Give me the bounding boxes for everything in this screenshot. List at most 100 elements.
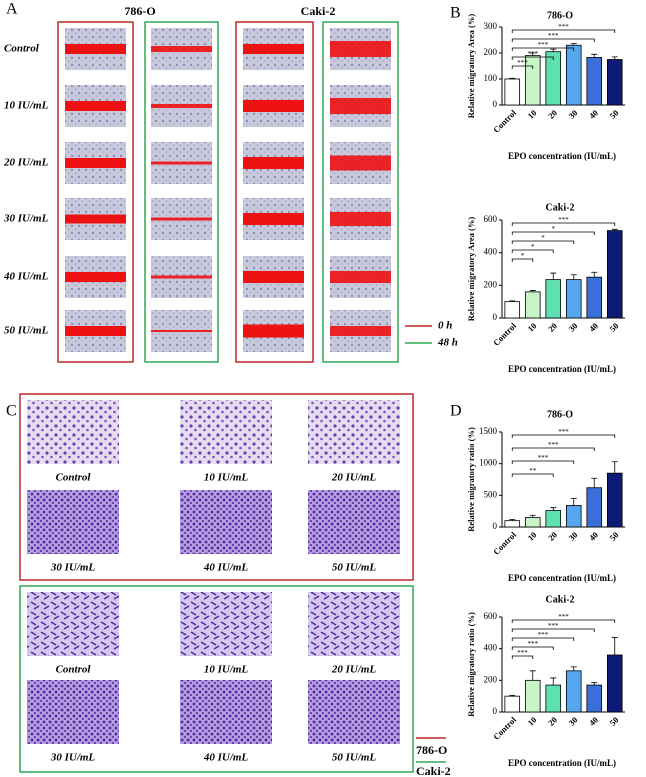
row-label: 40 IU/mL xyxy=(3,271,49,283)
wound-area xyxy=(330,41,391,57)
chart-title: 786-O xyxy=(547,10,573,21)
significance-label: *** xyxy=(517,649,528,657)
panel-label: A xyxy=(6,1,18,18)
group-box xyxy=(144,21,219,363)
significance-label: *** xyxy=(538,454,549,462)
micrograph xyxy=(180,490,272,554)
y-tick-label: 300 xyxy=(484,21,498,31)
x-tick-label: 20 xyxy=(546,321,559,334)
wound-area xyxy=(65,214,126,224)
group-box xyxy=(57,21,134,363)
image-label: 20 IU/mL xyxy=(331,664,377,676)
significance-label: * xyxy=(541,234,545,242)
bar xyxy=(586,684,603,713)
x-tick-label: 10 xyxy=(525,530,538,543)
row-label: 30 IU/mL xyxy=(3,213,49,225)
panel-label: D xyxy=(450,403,462,420)
error-bar xyxy=(529,514,536,518)
y-tick-label: 1000 xyxy=(479,458,498,468)
panel-label: C xyxy=(6,403,17,420)
y-tick-label: 0 xyxy=(493,312,498,322)
row-label: 50 IU/mL xyxy=(4,325,49,337)
x-tick-label: 20 xyxy=(546,715,559,728)
wound-area xyxy=(330,212,391,226)
group-box xyxy=(19,585,414,773)
wound-area xyxy=(151,161,212,165)
x-tick-label: 10 xyxy=(525,321,538,334)
x-axis-label: EPO concentration (IU/mL) xyxy=(508,151,616,161)
bar xyxy=(524,291,541,319)
x-tick-label: 20 xyxy=(546,530,559,543)
error-bar xyxy=(529,290,536,292)
error-bar xyxy=(611,637,618,655)
bar xyxy=(524,679,541,713)
y-tick-label: 500 xyxy=(484,489,498,499)
micrograph xyxy=(308,400,400,464)
error-bar xyxy=(611,56,618,60)
legend-label: Caki-2 xyxy=(416,764,451,777)
bar xyxy=(606,230,623,319)
wound-area xyxy=(65,272,126,282)
significance-label: *** xyxy=(548,32,559,40)
group-box xyxy=(322,21,399,363)
error-bar xyxy=(509,77,516,79)
transwell-images: Control 10 IU/mL 20 IU/mL 30 IU/mL 40 IU/mL 5… xyxy=(27,400,400,764)
error-bar xyxy=(550,48,557,52)
row-label: 20 IU/mL xyxy=(3,157,49,169)
significance-bracket xyxy=(511,47,575,51)
significance-label: *** xyxy=(538,631,549,639)
bar xyxy=(606,472,623,528)
x-tick-label: 30 xyxy=(566,321,579,334)
wound-area xyxy=(330,326,391,336)
error-bar xyxy=(550,272,557,280)
significance-bracket xyxy=(511,460,575,464)
error-bar xyxy=(550,677,557,686)
significance-label: *** xyxy=(528,640,539,648)
error-bar xyxy=(570,666,577,671)
legend-label: 48 h xyxy=(437,337,458,349)
bar xyxy=(504,695,521,713)
bar xyxy=(586,276,603,319)
significance-label: * xyxy=(531,243,535,251)
bar xyxy=(586,487,603,528)
significance-bracket xyxy=(511,231,595,235)
significance-label: *** xyxy=(548,622,559,630)
x-tick-label: 50 xyxy=(607,715,620,728)
significance-bracket xyxy=(511,646,554,650)
image-label: 50 IU/mL xyxy=(332,562,377,574)
significance-bracket xyxy=(511,434,616,438)
image-label: 20 IU/mL xyxy=(331,472,377,484)
significance-bracket xyxy=(511,222,616,226)
y-tick-label: 400 xyxy=(484,247,498,257)
wound-area xyxy=(243,271,304,283)
significance-bracket xyxy=(511,38,595,42)
error-bar xyxy=(509,300,516,302)
wound-area xyxy=(330,271,391,283)
image-label: 10 IU/mL xyxy=(204,664,249,676)
wound-area xyxy=(151,217,212,221)
image-label: Control xyxy=(56,664,92,676)
y-tick-label: 400 xyxy=(484,643,498,653)
micrograph xyxy=(180,680,272,744)
wound-area xyxy=(243,213,304,225)
error-bar xyxy=(509,694,516,697)
bar xyxy=(545,510,562,528)
chart-title: Caki-2 xyxy=(546,594,575,605)
bar xyxy=(586,57,603,106)
significance-bracket xyxy=(511,619,616,623)
error-bar xyxy=(570,274,577,280)
x-tick-label: 10 xyxy=(525,108,538,121)
significance-bracket xyxy=(511,240,575,244)
significance-label: ** xyxy=(529,467,537,475)
significance-label: * xyxy=(552,225,556,233)
wound-area xyxy=(65,44,126,54)
y-tick-label: 0 xyxy=(493,99,498,109)
y-axis-label: Relative migratory Area (%) xyxy=(466,217,476,322)
x-tick-label: 50 xyxy=(607,108,620,121)
micrograph xyxy=(180,592,272,656)
significance-bracket xyxy=(511,473,554,477)
image-label: 40 IU/mL xyxy=(203,752,249,764)
error-bar xyxy=(611,228,618,231)
chart-title: Caki-2 xyxy=(546,202,575,213)
